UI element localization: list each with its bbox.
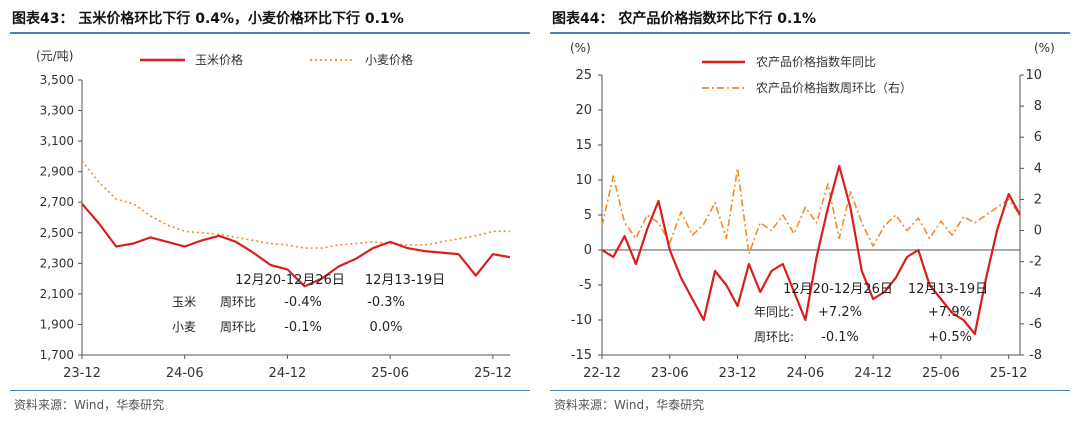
x-tick-label: 22-12 [583,366,621,381]
table-row-label: 年同比: [754,305,794,319]
table-value: -0.1% [284,320,322,335]
x-tick-label: 24-12 [269,366,307,381]
table-value: -0.1% [821,330,859,345]
x-tick-label: 25-06 [371,366,409,381]
x-tick-label: 25-12 [990,366,1028,381]
source-note: 资料来源：Wind，华泰研究 [554,398,705,412]
x-tick-label: 23-12 [719,366,757,381]
y-tick-label-right: 8 [1034,99,1042,114]
y-axis-unit-label-right: (%) [1034,41,1055,55]
y-tick-label: 3,300 [40,104,74,118]
table-value: 0.0% [369,320,402,335]
table-header: 12月13-19日 [365,273,445,288]
y-axis-unit-label-left: (%) [570,41,591,55]
source-note: 资料来源：Wind，华泰研究 [14,398,165,412]
x-tick-label: 23-12 [63,366,101,381]
y-tick-label-left: 20 [575,103,592,118]
x-tick-label: 25-06 [922,366,960,381]
y-tick-label: 2,100 [40,287,74,301]
table-header: 12月20-12月26日 [235,273,345,288]
table-value: +7.2% [818,305,862,320]
series-line-wheat [81,160,510,249]
y-tick-label-right: 0 [1034,224,1042,239]
table-value: +0.5% [928,330,972,345]
y-tick-label: 2,300 [40,256,74,270]
series-line-yoy [601,164,1021,336]
y-tick-label-left: 10 [575,173,592,188]
y-tick-label-right: 2 [1034,192,1042,207]
y-tick-label: 2,500 [40,226,74,240]
legend-label: 农产品价格指数周环比（右） [756,80,912,95]
x-tick-label: 24-06 [166,366,204,381]
legend-label: 农产品价格指数年同比 [756,54,876,69]
y-tick-label-left: 0 [584,243,592,258]
title-rule [550,32,1070,34]
y-tick-label: 2,900 [40,165,74,179]
x-tick-label: 25-12 [474,366,512,381]
y-tick-label-right: 10 [1025,68,1042,83]
x-tick-label: 23-06 [651,366,689,381]
line-chart-corn-wheat: (元/吨) 1,700 1,900 2,100 2,300 2,500 2,700 2,900… [36,49,512,381]
y-tick-label-right: 6 [1034,130,1042,145]
table-row-label: 小麦 [172,320,196,334]
table-row-metric: 周环比 [220,295,256,309]
y-tick-label-right: -2 [1029,255,1042,270]
table-row-metric: 周环比 [220,320,256,334]
y-tick-label-right: -4 [1029,286,1042,301]
y-tick-label: 1,900 [40,317,74,331]
table-value: -0.3% [367,295,405,310]
series-line-corn [81,203,511,288]
y-tick-label-left: -15 [571,348,592,363]
y-tick-label-right: -8 [1029,348,1042,363]
y-tick-label-left: 5 [584,208,592,223]
table-value: -0.4% [284,295,322,310]
table-value: +7.9% [928,305,972,320]
title-rule [10,32,530,34]
y-tick-label: 2,700 [40,195,74,209]
line-chart-agri-index: (%) (%) -15 -10 -5 0 5 10 15 20 25 -8 -6 -4 -2 0 2 4 6 8 10 2… [570,41,1055,381]
table-header: 12月13-19日 [908,282,988,297]
legend-label: 玉米价格 [195,52,243,67]
legend-label: 小麦价格 [365,52,413,67]
y-tick-label-left: 25 [575,68,592,83]
y-tick-label-right: -6 [1029,317,1042,332]
y-tick-label-left: 15 [575,138,592,153]
chart-panel-corn-wheat: 图表43： 玉米价格环比下行 0.4%，小麦价格环比下行 0.1% (元/吨) 1… [10,11,530,412]
x-tick-label: 24-12 [854,366,892,381]
chart-panel-agri-index: 图表44： 农产品价格指数环比下行 0.1% (%) (%) -15 -10 -5 0 5 1… [540,0,1080,430]
y-axis-unit-label: (元/吨) [36,49,73,63]
y-tick-label: 1,700 [40,348,74,362]
y-tick-label-left: -10 [571,313,592,328]
x-tick-label: 24-06 [786,366,824,381]
source-rule [10,390,530,391]
source-rule [550,390,1070,391]
y-tick-label: 3,500 [40,73,74,87]
y-tick-label-right: 4 [1034,161,1042,176]
table-row-label: 周环比: [754,330,794,344]
y-tick-label: 3,100 [40,134,74,148]
series-line-wow [601,167,1021,255]
table-row-label: 玉米 [172,295,196,309]
chart-title: 图表44： 农产品价格指数环比下行 0.1% [552,11,817,27]
y-tick-label-left: -5 [579,278,592,293]
chart-title: 图表43： 玉米价格环比下行 0.4%，小麦价格环比下行 0.1% [12,11,404,27]
table-header: 12月20-12月26日 [783,282,893,297]
